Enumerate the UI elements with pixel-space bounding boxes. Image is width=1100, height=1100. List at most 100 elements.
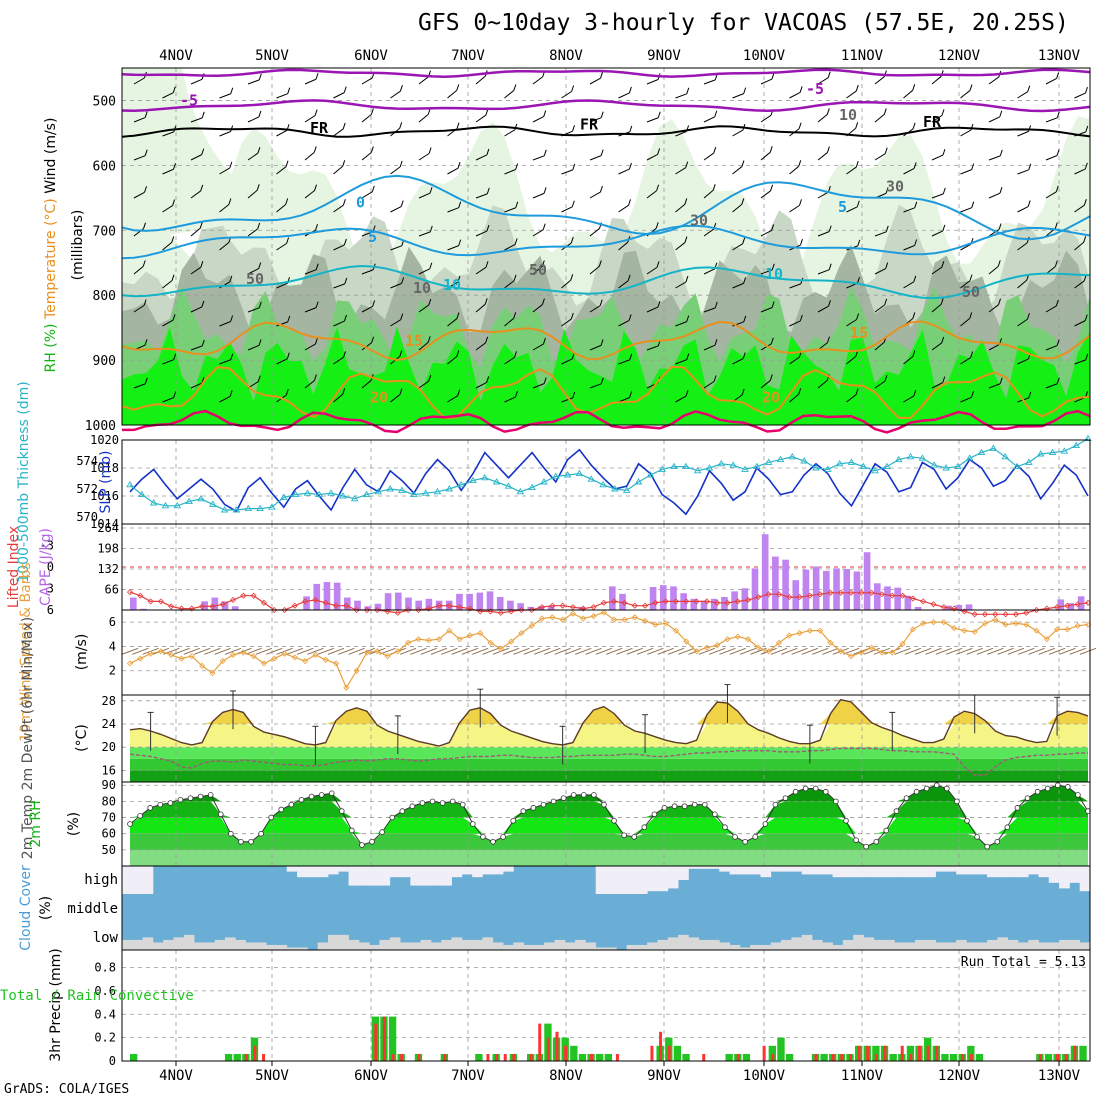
wind-barb bbox=[333, 283, 345, 289]
rh-point bbox=[288, 801, 295, 808]
cloud-low-gap bbox=[750, 944, 761, 950]
wind-speed-point bbox=[477, 630, 484, 637]
thickness-point bbox=[587, 475, 596, 482]
wind-barb-flag bbox=[427, 336, 431, 343]
wind-barb bbox=[361, 191, 373, 199]
wind-barb-10m bbox=[317, 647, 334, 655]
wind-speed-point bbox=[332, 660, 340, 667]
wind-barb bbox=[789, 393, 800, 403]
wind-speed-line bbox=[129, 611, 1089, 690]
wind-speed-point bbox=[755, 644, 762, 651]
wind-speed-point bbox=[837, 648, 844, 655]
wind-speed-point bbox=[683, 638, 690, 645]
li-point bbox=[260, 599, 267, 606]
rh-point bbox=[893, 808, 900, 814]
cloud-low-gap bbox=[647, 942, 658, 950]
wind-barb-flag bbox=[571, 85, 575, 92]
rh-point bbox=[349, 827, 355, 834]
wind-barb bbox=[190, 117, 203, 123]
wind-barb-flag bbox=[1056, 149, 1060, 156]
wind-barb bbox=[219, 321, 231, 327]
cloud-low-gap bbox=[400, 942, 411, 950]
wind-barb-flag bbox=[712, 184, 716, 191]
cape-bar bbox=[843, 569, 851, 610]
wind-barb-flag bbox=[1055, 299, 1059, 307]
rh-point bbox=[742, 838, 748, 845]
cloud-high-gap bbox=[987, 866, 998, 878]
wind-barb bbox=[219, 204, 230, 213]
wind-barb-flag bbox=[857, 277, 860, 284]
li-point bbox=[1074, 601, 1081, 608]
wind-barb bbox=[589, 228, 600, 237]
precip-convective-bar bbox=[831, 1053, 835, 1061]
li-point bbox=[796, 594, 803, 601]
thickness-point bbox=[492, 478, 501, 485]
li-point bbox=[209, 603, 216, 610]
wind-barb-flag bbox=[429, 187, 433, 194]
wind-barb-flag bbox=[855, 388, 859, 395]
wind-barb bbox=[475, 381, 487, 389]
y-tick-upper: 500 bbox=[93, 94, 116, 109]
temp-band bbox=[130, 699, 1088, 701]
thickness-point bbox=[894, 455, 903, 463]
wind-barb-flag bbox=[884, 375, 888, 382]
cloud-high-gap bbox=[286, 866, 298, 872]
cape-bar bbox=[476, 592, 484, 610]
wind-barb bbox=[304, 269, 317, 275]
li-ylabel-part: Lifted Index bbox=[6, 526, 22, 608]
li-point bbox=[137, 592, 144, 599]
wind-barb-flag bbox=[343, 351, 346, 358]
cloud-low-gap bbox=[801, 934, 813, 950]
rh-point bbox=[268, 814, 274, 821]
wind-speed-point bbox=[126, 660, 134, 667]
li-point bbox=[487, 608, 494, 615]
li-point bbox=[744, 596, 752, 604]
cape-bar bbox=[792, 580, 800, 610]
wind-speed-point bbox=[1064, 626, 1071, 633]
cloud-low-gap bbox=[533, 944, 545, 950]
precip-total-bar bbox=[1044, 1053, 1053, 1061]
rh-point bbox=[308, 793, 315, 800]
wind-barb-flag bbox=[941, 261, 945, 268]
panel-frame-upper bbox=[121, 67, 1091, 426]
wind-barb-flag bbox=[913, 275, 917, 282]
contour-label: 20 bbox=[370, 388, 388, 406]
wind-speed-point bbox=[817, 627, 824, 634]
wind-speed-point bbox=[1002, 621, 1009, 628]
wind-barb bbox=[162, 131, 174, 137]
wind-barb bbox=[418, 268, 431, 275]
wind-barb-flag bbox=[826, 108, 830, 115]
wind-barb bbox=[589, 305, 601, 313]
cloud-high-gap bbox=[873, 866, 885, 878]
rh-point bbox=[258, 830, 264, 837]
cloud-low-gap bbox=[451, 937, 463, 950]
temp-band bbox=[130, 700, 1088, 724]
wind-barb-flag bbox=[399, 122, 403, 129]
wind-speed-point bbox=[580, 615, 587, 622]
thickness-point bbox=[670, 462, 678, 470]
thickness-point bbox=[764, 458, 773, 465]
wind-barb bbox=[390, 245, 402, 251]
dewpoint-line bbox=[129, 747, 1088, 776]
wind-speed-point bbox=[569, 610, 577, 617]
temp-line bbox=[129, 698, 1089, 747]
thickness-point bbox=[989, 444, 998, 451]
wind-barb-10m bbox=[348, 647, 365, 655]
wind-speed-point bbox=[209, 670, 216, 677]
wind-barb bbox=[846, 394, 857, 403]
wind-barb bbox=[960, 317, 971, 327]
rh-point bbox=[974, 834, 980, 840]
wind-barb-flag bbox=[912, 350, 916, 357]
cape-bar bbox=[374, 603, 382, 610]
cloud-high-gap bbox=[657, 866, 669, 892]
wind-barb-flag bbox=[770, 337, 774, 344]
thickness-point bbox=[1060, 447, 1069, 454]
rh-point bbox=[691, 801, 698, 808]
rh-point bbox=[762, 821, 769, 827]
cloud-level-label: low bbox=[93, 930, 119, 946]
wind-barb bbox=[675, 93, 687, 99]
wind-speed-point bbox=[528, 622, 535, 629]
thickness-point bbox=[918, 454, 927, 461]
wind-barb-10m bbox=[976, 647, 994, 655]
wind-barb bbox=[760, 229, 772, 237]
